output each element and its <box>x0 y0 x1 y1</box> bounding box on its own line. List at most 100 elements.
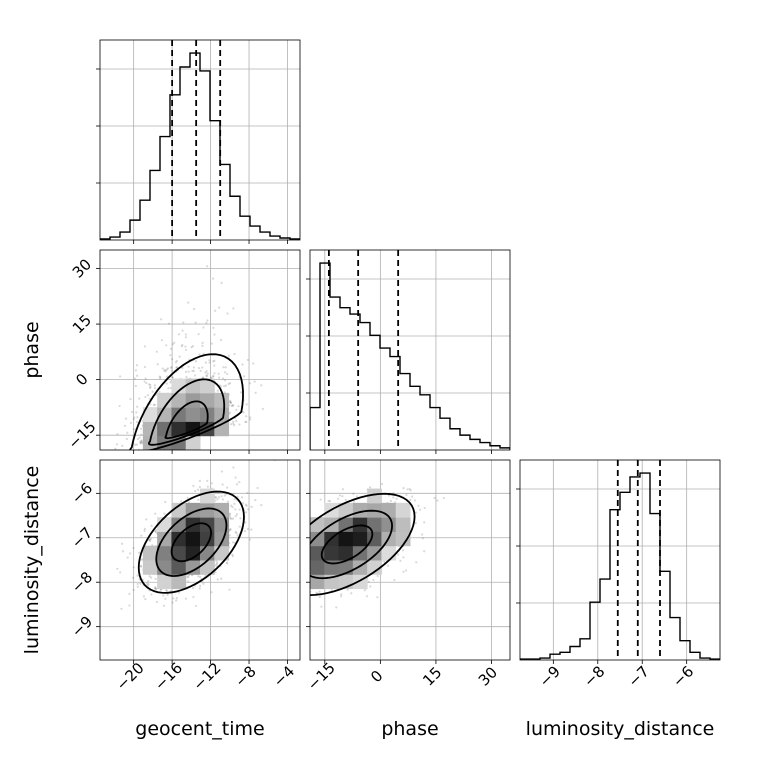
sample-point <box>228 588 231 591</box>
sample-point <box>202 582 205 585</box>
sample-point <box>303 547 305 549</box>
sample-point <box>281 550 283 552</box>
sample-point <box>140 558 143 561</box>
sample-point <box>423 506 426 510</box>
density-cell <box>185 545 201 561</box>
sample-point <box>211 277 215 280</box>
sample-point <box>282 551 284 553</box>
sample-point <box>138 397 141 400</box>
sample-point <box>401 549 405 552</box>
sample-point <box>352 500 356 503</box>
density-cell <box>338 531 354 547</box>
sample-point <box>213 359 216 362</box>
sample-point <box>143 365 147 369</box>
grid-lines <box>310 250 510 450</box>
sample-point <box>238 508 241 511</box>
sample-point <box>130 410 134 414</box>
x-axis-label-luminosity_distance: luminosity_distance <box>526 718 715 740</box>
histogram-bin <box>120 232 130 240</box>
sample-point <box>239 517 242 520</box>
density-cell <box>142 407 158 422</box>
sample-point <box>194 604 198 608</box>
x-tick-label: −4 <box>270 662 298 690</box>
sample-point <box>267 599 269 601</box>
histogram-bin <box>330 297 340 450</box>
density-cell <box>352 574 368 590</box>
sample-point <box>245 415 248 418</box>
sample-point <box>233 498 236 501</box>
density-cell <box>338 502 354 518</box>
sample-point <box>228 411 232 414</box>
sample-point <box>162 604 166 607</box>
sample-point <box>229 382 232 385</box>
sample-point <box>148 539 152 542</box>
sample-point <box>215 562 218 566</box>
sample-point <box>304 576 306 578</box>
density-cell <box>214 392 230 408</box>
histogram-bin <box>110 237 120 240</box>
sample-point <box>297 560 299 562</box>
sample-point <box>139 565 143 568</box>
sample-point <box>139 564 142 568</box>
grid-lines <box>520 460 720 660</box>
sample-point <box>178 355 181 358</box>
sample-point <box>155 528 158 532</box>
contour-line <box>137 490 245 594</box>
sample-point <box>232 307 235 310</box>
sample-point <box>402 487 405 490</box>
sample-point <box>165 589 168 592</box>
histogram-bin <box>460 435 470 450</box>
sample-point <box>308 546 310 548</box>
density-cell <box>157 421 172 437</box>
sample-point <box>227 354 231 357</box>
sample-point <box>158 390 161 394</box>
x-tick-label: 0 <box>367 667 386 686</box>
sample-point <box>246 527 250 531</box>
sample-point <box>301 570 303 572</box>
sample-point <box>409 489 412 492</box>
sample-point <box>204 361 207 364</box>
histogram-bin <box>640 473 650 660</box>
density-cell <box>157 545 172 561</box>
sample-point <box>301 577 303 579</box>
sample-point <box>184 597 188 600</box>
x-tick-label: −15 <box>304 659 339 694</box>
sample-point <box>173 341 176 344</box>
histogram-area <box>520 460 720 660</box>
sample-point <box>367 580 370 583</box>
density-cell <box>352 502 368 518</box>
sample-point <box>213 333 216 336</box>
sample-point <box>166 593 169 596</box>
sample-point <box>143 527 146 531</box>
sample-point <box>192 369 195 372</box>
sample-point <box>191 369 194 373</box>
sample-point <box>111 453 113 455</box>
sample-point <box>301 551 303 553</box>
sample-point <box>235 532 238 535</box>
sample-point <box>132 418 135 421</box>
sample-point <box>230 504 233 507</box>
sample-point <box>126 556 129 559</box>
sample-point <box>159 318 163 321</box>
sample-point <box>202 326 205 329</box>
x-axis-label-geocent_time: geocent_time <box>135 718 264 740</box>
sample-point <box>135 411 138 414</box>
sample-point <box>229 517 232 520</box>
sample-point <box>205 374 208 377</box>
sample-point <box>165 375 169 378</box>
sample-point <box>163 369 166 372</box>
sample-point <box>187 580 190 583</box>
density-cell <box>310 560 325 575</box>
sample-point <box>120 542 124 545</box>
sample-point <box>300 558 302 560</box>
sample-point <box>382 560 386 563</box>
sample-point <box>341 495 344 498</box>
sample-point <box>417 504 420 507</box>
density-cell <box>157 574 172 590</box>
sample-point <box>192 307 196 311</box>
sample-point <box>274 603 276 605</box>
sample-point <box>144 598 147 601</box>
sample-point <box>229 512 232 515</box>
x-tick-label: −9 <box>536 662 564 690</box>
density-area <box>116 460 277 610</box>
